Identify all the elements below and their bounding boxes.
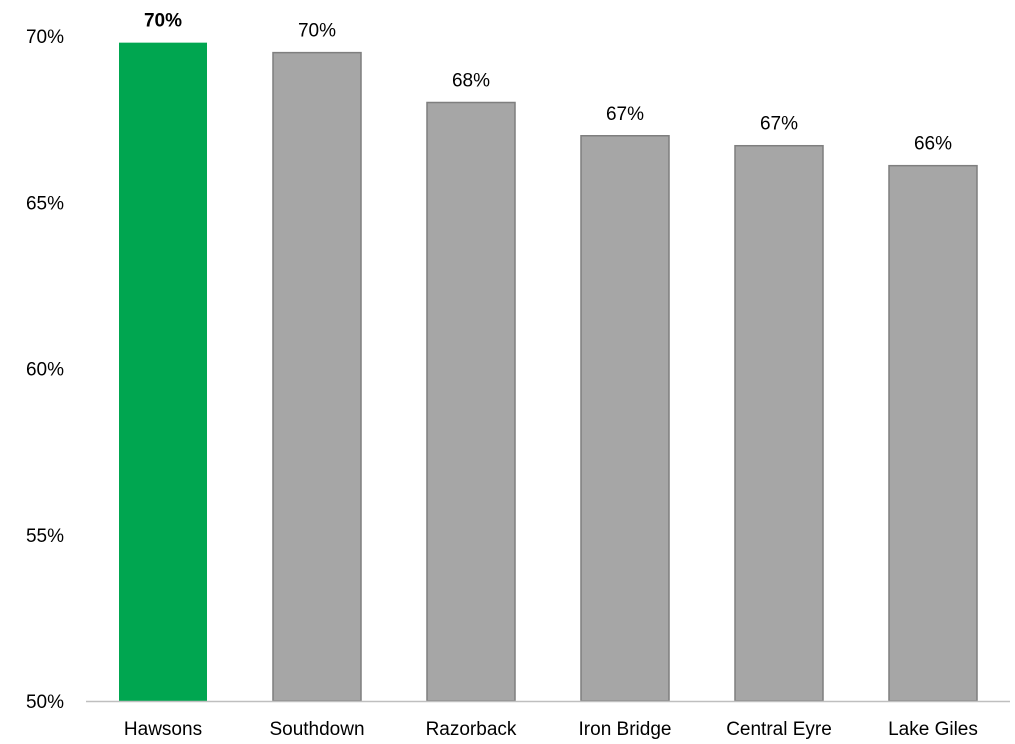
data-label: 66% — [914, 134, 952, 155]
data-label: 67% — [760, 114, 798, 135]
y-tick-label: 65% — [26, 193, 64, 214]
x-tick-label: Hawsons — [124, 719, 202, 740]
y-axis: 50% 55% 60% 65% 70% — [26, 27, 64, 713]
data-label: 68% — [452, 71, 490, 92]
bar-razorback — [426, 101, 516, 702]
data-labels: 70% 70% 68% 67% 67% 66% — [144, 11, 952, 155]
y-tick-label: 70% — [26, 27, 64, 48]
x-tick-label: Lake Giles — [888, 719, 978, 740]
x-tick-label: Iron Bridge — [579, 719, 672, 740]
bar-iron-bridge — [580, 135, 670, 702]
x-tick-label: Southdown — [269, 719, 364, 740]
x-axis: Hawsons Southdown Razorback Iron Bridge Cent… — [86, 700, 1010, 740]
x-tick-label: Central Eyre — [726, 719, 832, 740]
bar-central-eyre — [734, 144, 824, 702]
y-tick-label: 55% — [26, 526, 64, 547]
x-tick-label: Razorback — [426, 719, 517, 740]
bars — [119, 42, 978, 702]
bar-hawsons — [119, 42, 207, 701]
bar-lake-giles — [888, 164, 978, 702]
data-label: 70% — [298, 21, 336, 42]
data-label: 67% — [606, 104, 644, 125]
y-tick-label: 60% — [26, 360, 64, 381]
bar-southdown — [272, 51, 362, 702]
data-label: 70% — [144, 11, 182, 32]
y-tick-label: 50% — [26, 692, 64, 713]
